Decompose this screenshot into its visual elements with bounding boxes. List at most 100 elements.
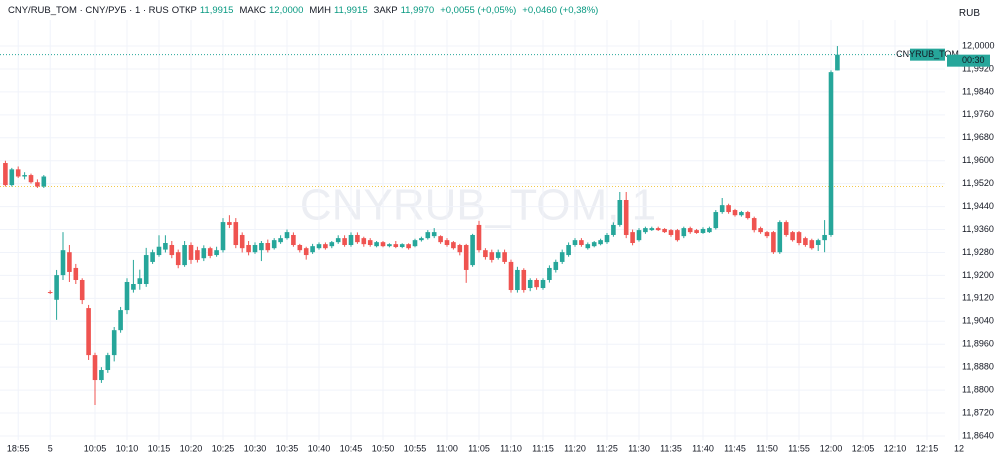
watermark: CNYRUB_TOM, 1 bbox=[300, 181, 656, 230]
candle-body bbox=[553, 261, 559, 270]
candle-body bbox=[803, 238, 808, 246]
candle-body bbox=[758, 228, 763, 233]
countdown-box bbox=[947, 54, 990, 67]
x-tick-label: 10:25 bbox=[212, 443, 235, 453]
candle-body bbox=[175, 252, 181, 266]
candle-body bbox=[15, 169, 21, 177]
x-tick-label: 10:30 bbox=[244, 443, 267, 453]
candle-body bbox=[598, 240, 603, 245]
candle-body bbox=[124, 281, 130, 311]
x-tick-label: 10:50 bbox=[372, 443, 395, 453]
candle-body bbox=[79, 279, 85, 301]
candle-body bbox=[591, 242, 597, 247]
candle-body bbox=[489, 252, 495, 260]
candle-body bbox=[470, 234, 475, 266]
candle-body bbox=[687, 228, 693, 233]
candle-body bbox=[764, 232, 770, 237]
candle-body bbox=[719, 205, 725, 213]
x-tick-label: 10:35 bbox=[276, 443, 299, 453]
change: +0,0055 (+0,05%) bbox=[440, 5, 517, 16]
candle-body bbox=[207, 248, 213, 256]
y-tick-label: 11,8720 bbox=[962, 407, 994, 417]
candle-body bbox=[297, 245, 303, 251]
candle-body bbox=[399, 244, 405, 248]
candle-body bbox=[502, 252, 507, 262]
candle-body bbox=[252, 245, 258, 253]
x-tick-label: 18:55 bbox=[7, 443, 30, 453]
candle-body bbox=[790, 232, 795, 241]
x-tick-label: 11:20 bbox=[564, 443, 586, 453]
candle-body bbox=[73, 267, 79, 280]
candle-body bbox=[41, 176, 47, 187]
x-tick-label: 11:00 bbox=[436, 443, 458, 453]
candle-body bbox=[425, 232, 431, 239]
grid bbox=[0, 20, 960, 440]
legend-header: CNY/RUB_TOM · CNY/РУБ · 1 · RUS ОТКР 11,9… bbox=[8, 5, 601, 16]
currency-button[interactable]: RUB bbox=[958, 8, 980, 19]
candle-body bbox=[707, 228, 712, 233]
candle-body bbox=[303, 248, 309, 256]
candle-body bbox=[348, 234, 354, 246]
candle-body bbox=[771, 232, 776, 253]
ohlc-value: 11,9915 bbox=[333, 5, 368, 16]
candle-body bbox=[355, 234, 360, 243]
countdown: 00:30 bbox=[962, 55, 985, 65]
candle-body bbox=[668, 230, 674, 235]
candle-body bbox=[374, 242, 379, 247]
candle-body bbox=[451, 242, 456, 249]
candle-body bbox=[335, 238, 341, 243]
candle-body bbox=[131, 284, 136, 290]
candle-body bbox=[291, 234, 296, 246]
candle-body bbox=[316, 244, 322, 249]
candle-body bbox=[214, 250, 219, 256]
ohlc-value: 11,9915 bbox=[199, 5, 234, 16]
candle-body bbox=[150, 252, 155, 262]
candle-body bbox=[675, 230, 680, 241]
candle-body bbox=[271, 240, 277, 249]
candle-body bbox=[220, 222, 226, 251]
candle-body bbox=[342, 238, 347, 246]
candle-body bbox=[739, 212, 744, 216]
candle-body bbox=[195, 250, 200, 260]
ohlc-label: МАКС bbox=[239, 5, 267, 16]
x-tick-label: 10:20 bbox=[180, 443, 203, 453]
x-tick-label: 12:10 bbox=[884, 443, 907, 453]
candle-body bbox=[662, 228, 667, 233]
ohlc-label: ЗАКР bbox=[373, 5, 398, 16]
y-tick-label: 11,9760 bbox=[962, 109, 994, 119]
ohlc-label: ОТКР bbox=[171, 5, 197, 16]
candle-body bbox=[169, 245, 175, 256]
candle-body bbox=[726, 205, 731, 213]
candle-body bbox=[201, 248, 207, 259]
candle-body bbox=[278, 238, 283, 243]
candle-body bbox=[239, 234, 245, 249]
y-tick-label: 11,9520 bbox=[962, 178, 994, 188]
x-tick-label: 11:40 bbox=[692, 443, 714, 453]
candle-body bbox=[649, 228, 655, 231]
candle-body bbox=[579, 240, 584, 246]
candle-body bbox=[60, 250, 66, 276]
candle-body bbox=[47, 292, 53, 294]
y-tick-label: 11,8960 bbox=[962, 339, 994, 349]
candle-body bbox=[694, 230, 699, 233]
candle-body bbox=[630, 232, 635, 244]
candle-body bbox=[380, 242, 386, 247]
candle-body bbox=[92, 355, 98, 381]
candle-body bbox=[67, 252, 72, 272]
candle-body bbox=[28, 175, 34, 183]
x-tick-label: 10:45 bbox=[340, 443, 363, 453]
candle-body bbox=[566, 245, 571, 256]
candle-body bbox=[572, 240, 578, 246]
candle-body bbox=[604, 234, 610, 243]
candle-body bbox=[547, 267, 552, 280]
candle-body bbox=[534, 279, 539, 288]
candle-body bbox=[681, 228, 687, 237]
candle-body bbox=[515, 269, 520, 291]
y-tick-label: 11,9680 bbox=[962, 132, 994, 142]
y-tick-label: 11,9360 bbox=[962, 224, 994, 234]
candle-body bbox=[643, 228, 648, 233]
candle-body bbox=[438, 236, 443, 243]
candle-body bbox=[86, 308, 91, 356]
